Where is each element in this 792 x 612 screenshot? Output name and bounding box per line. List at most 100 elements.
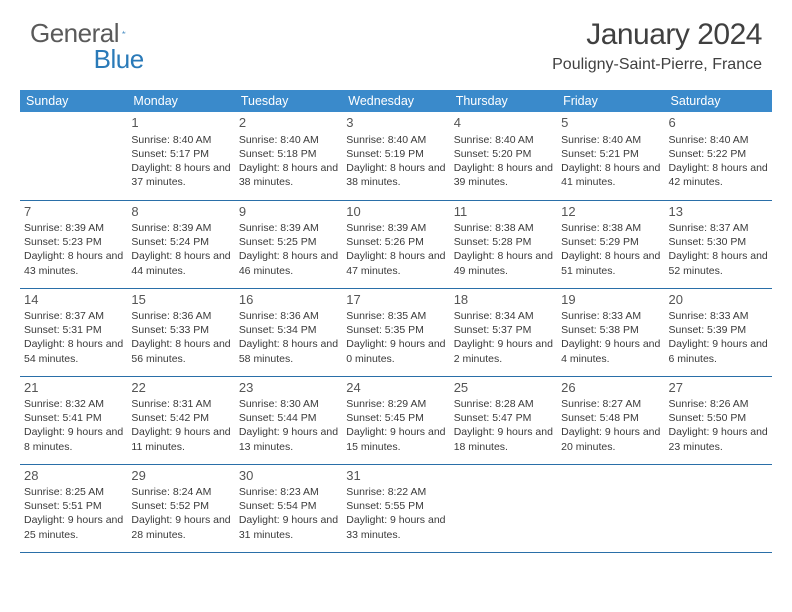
- sunset-line: Sunset: 5:55 PM: [346, 499, 445, 513]
- sunset-line: Sunset: 5:26 PM: [346, 235, 445, 249]
- daylight-line: Daylight: 9 hours and 6 minutes.: [669, 337, 768, 365]
- weekday-header: Friday: [557, 90, 664, 112]
- sunset-line: Sunset: 5:17 PM: [131, 147, 230, 161]
- sunset-line: Sunset: 5:39 PM: [669, 323, 768, 337]
- sunrise-line: Sunrise: 8:36 AM: [131, 309, 230, 323]
- day-number: 22: [131, 379, 230, 397]
- day-number: 7: [24, 203, 123, 221]
- sunrise-line: Sunrise: 8:40 AM: [239, 133, 338, 147]
- sunrise-line: Sunrise: 8:39 AM: [239, 221, 338, 235]
- calendar-day-cell: 28Sunrise: 8:25 AMSunset: 5:51 PMDayligh…: [20, 464, 127, 552]
- daylight-line: Daylight: 8 hours and 47 minutes.: [346, 249, 445, 277]
- calendar-day-cell: 11Sunrise: 8:38 AMSunset: 5:28 PMDayligh…: [450, 200, 557, 288]
- calendar-day-cell: 25Sunrise: 8:28 AMSunset: 5:47 PMDayligh…: [450, 376, 557, 464]
- daylight-line: Daylight: 8 hours and 38 minutes.: [346, 161, 445, 189]
- weekday-header: Thursday: [450, 90, 557, 112]
- calendar-day-cell: 29Sunrise: 8:24 AMSunset: 5:52 PMDayligh…: [127, 464, 234, 552]
- sunrise-line: Sunrise: 8:34 AM: [454, 309, 553, 323]
- sunset-line: Sunset: 5:24 PM: [131, 235, 230, 249]
- day-number: 8: [131, 203, 230, 221]
- month-title: January 2024: [552, 18, 762, 52]
- calendar-day-cell: [557, 464, 664, 552]
- day-number: 27: [669, 379, 768, 397]
- title-block: January 2024 Pouligny-Saint-Pierre, Fran…: [552, 18, 762, 74]
- sunrise-line: Sunrise: 8:35 AM: [346, 309, 445, 323]
- sunset-line: Sunset: 5:25 PM: [239, 235, 338, 249]
- calendar-day-cell: 3Sunrise: 8:40 AMSunset: 5:19 PMDaylight…: [342, 112, 449, 200]
- sunset-line: Sunset: 5:33 PM: [131, 323, 230, 337]
- sunrise-line: Sunrise: 8:38 AM: [454, 221, 553, 235]
- daylight-line: Daylight: 8 hours and 49 minutes.: [454, 249, 553, 277]
- calendar-day-cell: 30Sunrise: 8:23 AMSunset: 5:54 PMDayligh…: [235, 464, 342, 552]
- day-number: 25: [454, 379, 553, 397]
- location-label: Pouligny-Saint-Pierre, France: [552, 56, 762, 74]
- calendar-day-cell: 1Sunrise: 8:40 AMSunset: 5:17 PMDaylight…: [127, 112, 234, 200]
- calendar-body: 1Sunrise: 8:40 AMSunset: 5:17 PMDaylight…: [20, 112, 772, 552]
- day-number: 20: [669, 291, 768, 309]
- sunrise-line: Sunrise: 8:32 AM: [24, 397, 123, 411]
- calendar-day-cell: 26Sunrise: 8:27 AMSunset: 5:48 PMDayligh…: [557, 376, 664, 464]
- brand-sail-icon: [122, 22, 126, 42]
- brand-logo-line2: GeneBlue: [30, 44, 144, 75]
- sunset-line: Sunset: 5:20 PM: [454, 147, 553, 161]
- day-number: 14: [24, 291, 123, 309]
- sunset-line: Sunset: 5:42 PM: [131, 411, 230, 425]
- day-number: 17: [346, 291, 445, 309]
- sunrise-line: Sunrise: 8:39 AM: [131, 221, 230, 235]
- sunset-line: Sunset: 5:54 PM: [239, 499, 338, 513]
- day-number: 1: [131, 114, 230, 132]
- calendar-day-cell: 14Sunrise: 8:37 AMSunset: 5:31 PMDayligh…: [20, 288, 127, 376]
- sunrise-line: Sunrise: 8:24 AM: [131, 485, 230, 499]
- daylight-line: Daylight: 9 hours and 25 minutes.: [24, 513, 123, 541]
- sunset-line: Sunset: 5:48 PM: [561, 411, 660, 425]
- calendar-week-row: 21Sunrise: 8:32 AMSunset: 5:41 PMDayligh…: [20, 376, 772, 464]
- sunrise-line: Sunrise: 8:40 AM: [561, 133, 660, 147]
- daylight-line: Daylight: 9 hours and 31 minutes.: [239, 513, 338, 541]
- sunset-line: Sunset: 5:23 PM: [24, 235, 123, 249]
- sunrise-line: Sunrise: 8:30 AM: [239, 397, 338, 411]
- day-number: 10: [346, 203, 445, 221]
- calendar-day-cell: 23Sunrise: 8:30 AMSunset: 5:44 PMDayligh…: [235, 376, 342, 464]
- sunset-line: Sunset: 5:44 PM: [239, 411, 338, 425]
- sunrise-line: Sunrise: 8:31 AM: [131, 397, 230, 411]
- daylight-line: Daylight: 8 hours and 52 minutes.: [669, 249, 768, 277]
- calendar-head: SundayMondayTuesdayWednesdayThursdayFrid…: [20, 90, 772, 112]
- daylight-line: Daylight: 8 hours and 43 minutes.: [24, 249, 123, 277]
- sunrise-line: Sunrise: 8:40 AM: [131, 133, 230, 147]
- daylight-line: Daylight: 8 hours and 46 minutes.: [239, 249, 338, 277]
- calendar-week-row: 7Sunrise: 8:39 AMSunset: 5:23 PMDaylight…: [20, 200, 772, 288]
- calendar-day-cell: 4Sunrise: 8:40 AMSunset: 5:20 PMDaylight…: [450, 112, 557, 200]
- day-number: 23: [239, 379, 338, 397]
- daylight-line: Daylight: 9 hours and 33 minutes.: [346, 513, 445, 541]
- daylight-line: Daylight: 8 hours and 51 minutes.: [561, 249, 660, 277]
- calendar-day-cell: [20, 112, 127, 200]
- calendar-day-cell: 5Sunrise: 8:40 AMSunset: 5:21 PMDaylight…: [557, 112, 664, 200]
- sunset-line: Sunset: 5:37 PM: [454, 323, 553, 337]
- day-number: 9: [239, 203, 338, 221]
- sunrise-line: Sunrise: 8:40 AM: [669, 133, 768, 147]
- sunrise-line: Sunrise: 8:25 AM: [24, 485, 123, 499]
- sunrise-line: Sunrise: 8:33 AM: [561, 309, 660, 323]
- calendar-week-row: 28Sunrise: 8:25 AMSunset: 5:51 PMDayligh…: [20, 464, 772, 552]
- calendar-day-cell: 2Sunrise: 8:40 AMSunset: 5:18 PMDaylight…: [235, 112, 342, 200]
- sunset-line: Sunset: 5:21 PM: [561, 147, 660, 161]
- sunrise-line: Sunrise: 8:36 AM: [239, 309, 338, 323]
- sunset-line: Sunset: 5:22 PM: [669, 147, 768, 161]
- daylight-line: Daylight: 8 hours and 42 minutes.: [669, 161, 768, 189]
- calendar-day-cell: 17Sunrise: 8:35 AMSunset: 5:35 PMDayligh…: [342, 288, 449, 376]
- calendar-day-cell: 19Sunrise: 8:33 AMSunset: 5:38 PMDayligh…: [557, 288, 664, 376]
- daylight-line: Daylight: 8 hours and 41 minutes.: [561, 161, 660, 189]
- sunset-line: Sunset: 5:41 PM: [24, 411, 123, 425]
- calendar-day-cell: 9Sunrise: 8:39 AMSunset: 5:25 PMDaylight…: [235, 200, 342, 288]
- daylight-line: Daylight: 8 hours and 54 minutes.: [24, 337, 123, 365]
- calendar-week-row: 1Sunrise: 8:40 AMSunset: 5:17 PMDaylight…: [20, 112, 772, 200]
- calendar-day-cell: 16Sunrise: 8:36 AMSunset: 5:34 PMDayligh…: [235, 288, 342, 376]
- day-number: 3: [346, 114, 445, 132]
- sunrise-line: Sunrise: 8:27 AM: [561, 397, 660, 411]
- sunset-line: Sunset: 5:28 PM: [454, 235, 553, 249]
- daylight-line: Daylight: 9 hours and 28 minutes.: [131, 513, 230, 541]
- daylight-line: Daylight: 8 hours and 56 minutes.: [131, 337, 230, 365]
- sunset-line: Sunset: 5:30 PM: [669, 235, 768, 249]
- day-number: 28: [24, 467, 123, 485]
- calendar-day-cell: 13Sunrise: 8:37 AMSunset: 5:30 PMDayligh…: [665, 200, 772, 288]
